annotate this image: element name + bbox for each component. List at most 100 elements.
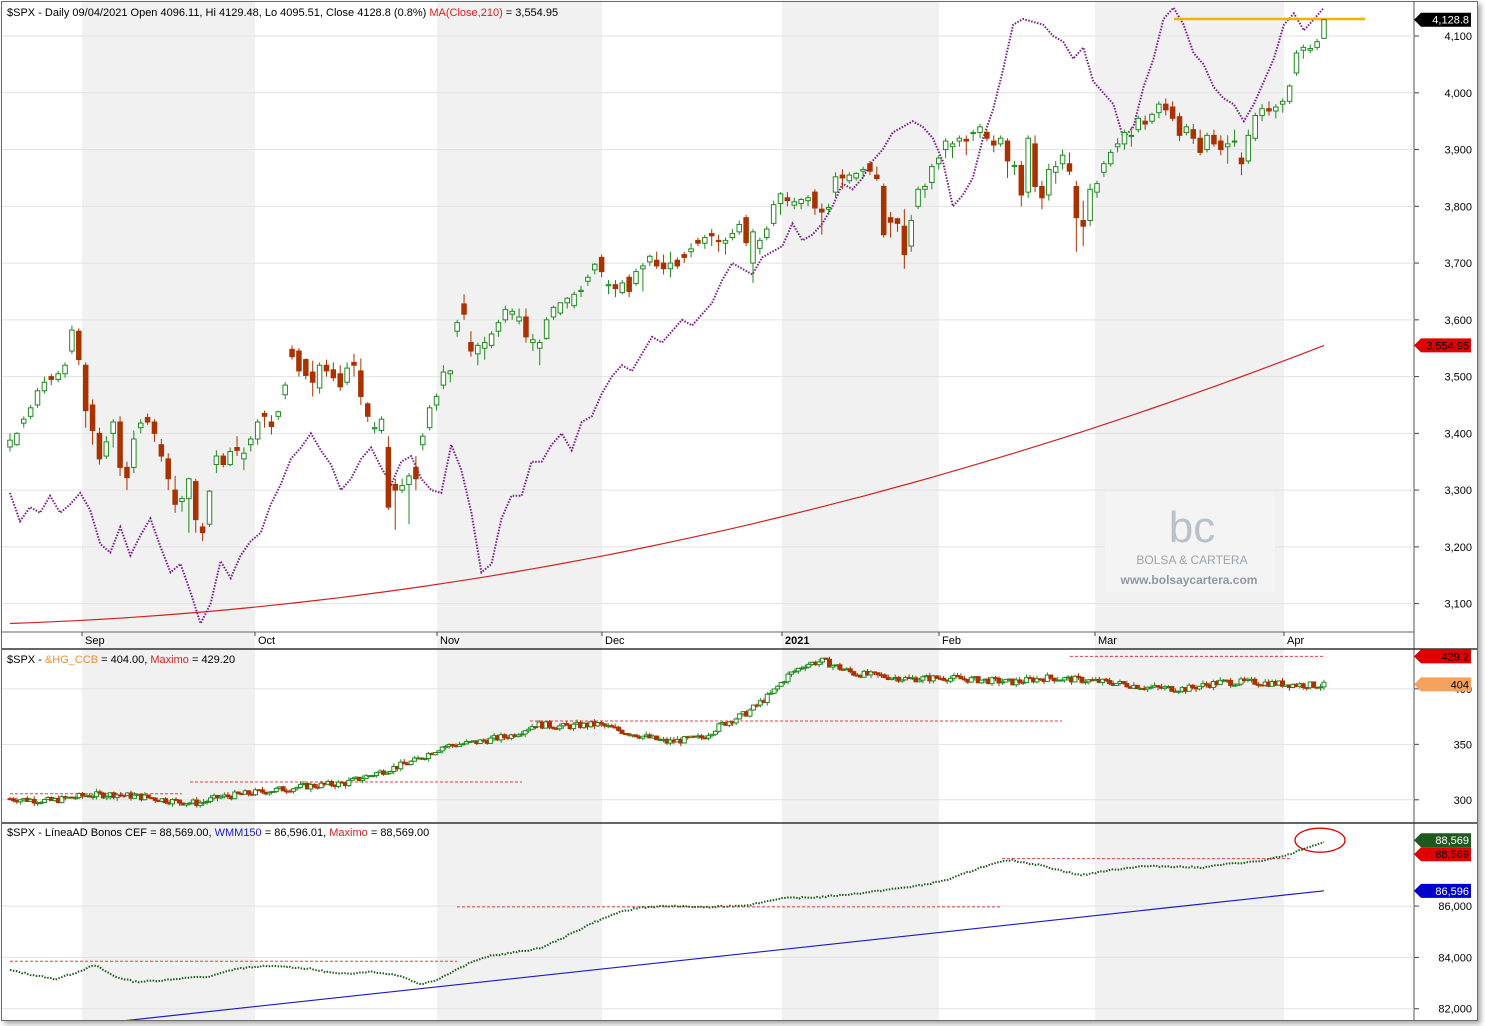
price-candle (399, 478, 405, 493)
price-candle (1025, 135, 1031, 198)
price-candle (1004, 138, 1011, 178)
price-candle (1101, 160, 1107, 177)
price-candle (227, 447, 233, 467)
candle-body (868, 671, 874, 676)
price-candle (1135, 115, 1142, 133)
candle-body (1211, 134, 1217, 145)
hg-candle (823, 657, 829, 660)
hg-candle (948, 675, 954, 684)
hg-candle (370, 774, 376, 778)
hg-candle (387, 770, 393, 775)
hg-candle (170, 798, 176, 807)
hg-candle (235, 791, 241, 795)
p2-prefix: $SPX - (7, 654, 45, 666)
candle-body (1156, 103, 1162, 114)
candle-body (543, 319, 550, 340)
hg-candle (1238, 676, 1244, 687)
price-candle (124, 461, 130, 491)
candle-body (1190, 129, 1197, 139)
candle-body (922, 185, 928, 190)
price-candle (530, 334, 536, 352)
candle-body (399, 485, 405, 491)
price-candle (688, 243, 694, 258)
price-candle (970, 129, 976, 142)
candle-body (318, 782, 324, 789)
price-candle (7, 433, 13, 452)
candle-body (1300, 46, 1307, 51)
candle-body (942, 140, 949, 151)
candle-body (737, 713, 743, 720)
hg-candle (346, 777, 352, 788)
price-candle (839, 169, 846, 190)
candle-body (1149, 113, 1155, 122)
candle-body (1079, 676, 1085, 683)
candle-body (69, 329, 75, 352)
candle-body (152, 797, 158, 801)
price-candle (316, 362, 323, 394)
last-close-badge: 4,128.8 (1414, 12, 1471, 27)
price-candle (27, 404, 34, 420)
candle-body (1224, 143, 1231, 148)
hg-candle (225, 792, 231, 799)
hg-candle (816, 658, 822, 668)
candle-body (241, 452, 247, 460)
candle-body (899, 679, 905, 682)
p2-last-badge-bg (1414, 677, 1471, 692)
candle-body (93, 791, 99, 798)
hg-candle (709, 733, 715, 738)
candle-body (908, 220, 914, 247)
price-candle (819, 203, 825, 235)
price-candle (1197, 129, 1203, 156)
price-candle (1142, 115, 1148, 130)
price-candle (1183, 124, 1190, 136)
candle-body (103, 441, 110, 457)
hg-candle (408, 759, 414, 766)
hg-candle (38, 801, 44, 805)
hg-candle (847, 666, 853, 674)
candle-body (806, 663, 812, 668)
candle-body (1279, 100, 1286, 105)
candle-body (867, 163, 873, 172)
candle-body (970, 132, 976, 135)
candle-body (117, 421, 123, 468)
panel2-title: $SPX - &HG_CCB = 404.00, Maximo = 429.20 (7, 654, 235, 666)
hg-candle (522, 729, 528, 738)
candle-body (640, 735, 646, 739)
candle-body (364, 403, 371, 417)
hg-candle (726, 720, 732, 728)
candle-body (176, 799, 182, 804)
candle-body (371, 427, 378, 430)
candle-body (259, 789, 265, 793)
hg-candle (989, 676, 995, 687)
hg-candle (384, 771, 390, 775)
candle-body (235, 791, 241, 795)
candle-body (275, 411, 282, 417)
candle-body (439, 746, 445, 752)
price-candle (172, 475, 178, 513)
candle-body (832, 176, 839, 193)
candle-body (968, 677, 974, 683)
hg-candle (609, 723, 615, 728)
candle-body (363, 775, 369, 780)
candle-body (633, 734, 639, 738)
candle-body (509, 310, 515, 315)
hg-candle (425, 751, 431, 762)
candle-body (158, 444, 165, 457)
candle-body (447, 370, 454, 375)
price-candle (192, 478, 199, 533)
price-candle (812, 189, 818, 215)
candle-body (519, 733, 525, 736)
candle-body (309, 371, 316, 383)
candle-body (1048, 674, 1054, 679)
price-candle (261, 410, 268, 428)
price-candle (55, 370, 61, 383)
axis-tick-label: 3,800 (1444, 201, 1472, 213)
candle-body (708, 233, 715, 237)
candle-body (186, 478, 192, 500)
candle-body (550, 306, 557, 318)
candle-body (7, 439, 13, 448)
candle-body (179, 498, 185, 502)
hg-candle (920, 675, 926, 684)
price-candle (481, 336, 488, 360)
